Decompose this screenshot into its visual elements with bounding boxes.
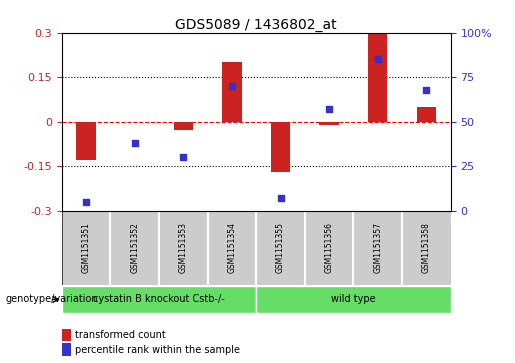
Title: GDS5089 / 1436802_at: GDS5089 / 1436802_at — [176, 18, 337, 32]
Bar — [174, 122, 193, 131]
FancyBboxPatch shape — [256, 286, 451, 313]
Text: GSM1151357: GSM1151357 — [373, 222, 382, 273]
Text: GSM1151351: GSM1151351 — [81, 222, 91, 273]
Text: percentile rank within the sample: percentile rank within the sample — [75, 344, 239, 355]
Point — [179, 154, 187, 160]
Point — [228, 83, 236, 89]
Bar — [271, 122, 290, 172]
Point — [373, 56, 382, 62]
Text: cystatin B knockout Cstb-/-: cystatin B knockout Cstb-/- — [93, 294, 225, 305]
Text: GSM1151356: GSM1151356 — [324, 222, 334, 273]
Point — [277, 195, 285, 201]
Text: GSM1151352: GSM1151352 — [130, 222, 139, 273]
Text: GSM1151355: GSM1151355 — [276, 222, 285, 273]
Bar — [222, 62, 242, 122]
Text: transformed count: transformed count — [75, 330, 165, 340]
Text: GSM1151358: GSM1151358 — [422, 222, 431, 273]
Text: wild type: wild type — [331, 294, 376, 305]
FancyBboxPatch shape — [62, 286, 256, 313]
Point — [422, 87, 431, 93]
Text: genotype/variation: genotype/variation — [5, 294, 98, 305]
Bar — [319, 122, 339, 125]
Text: GSM1151353: GSM1151353 — [179, 222, 188, 273]
Bar — [417, 107, 436, 122]
FancyBboxPatch shape — [62, 211, 451, 285]
Text: GSM1151354: GSM1151354 — [228, 222, 236, 273]
Bar — [76, 122, 96, 160]
Point — [325, 106, 333, 112]
Point — [82, 199, 90, 205]
Bar — [368, 34, 387, 122]
Point — [131, 140, 139, 146]
